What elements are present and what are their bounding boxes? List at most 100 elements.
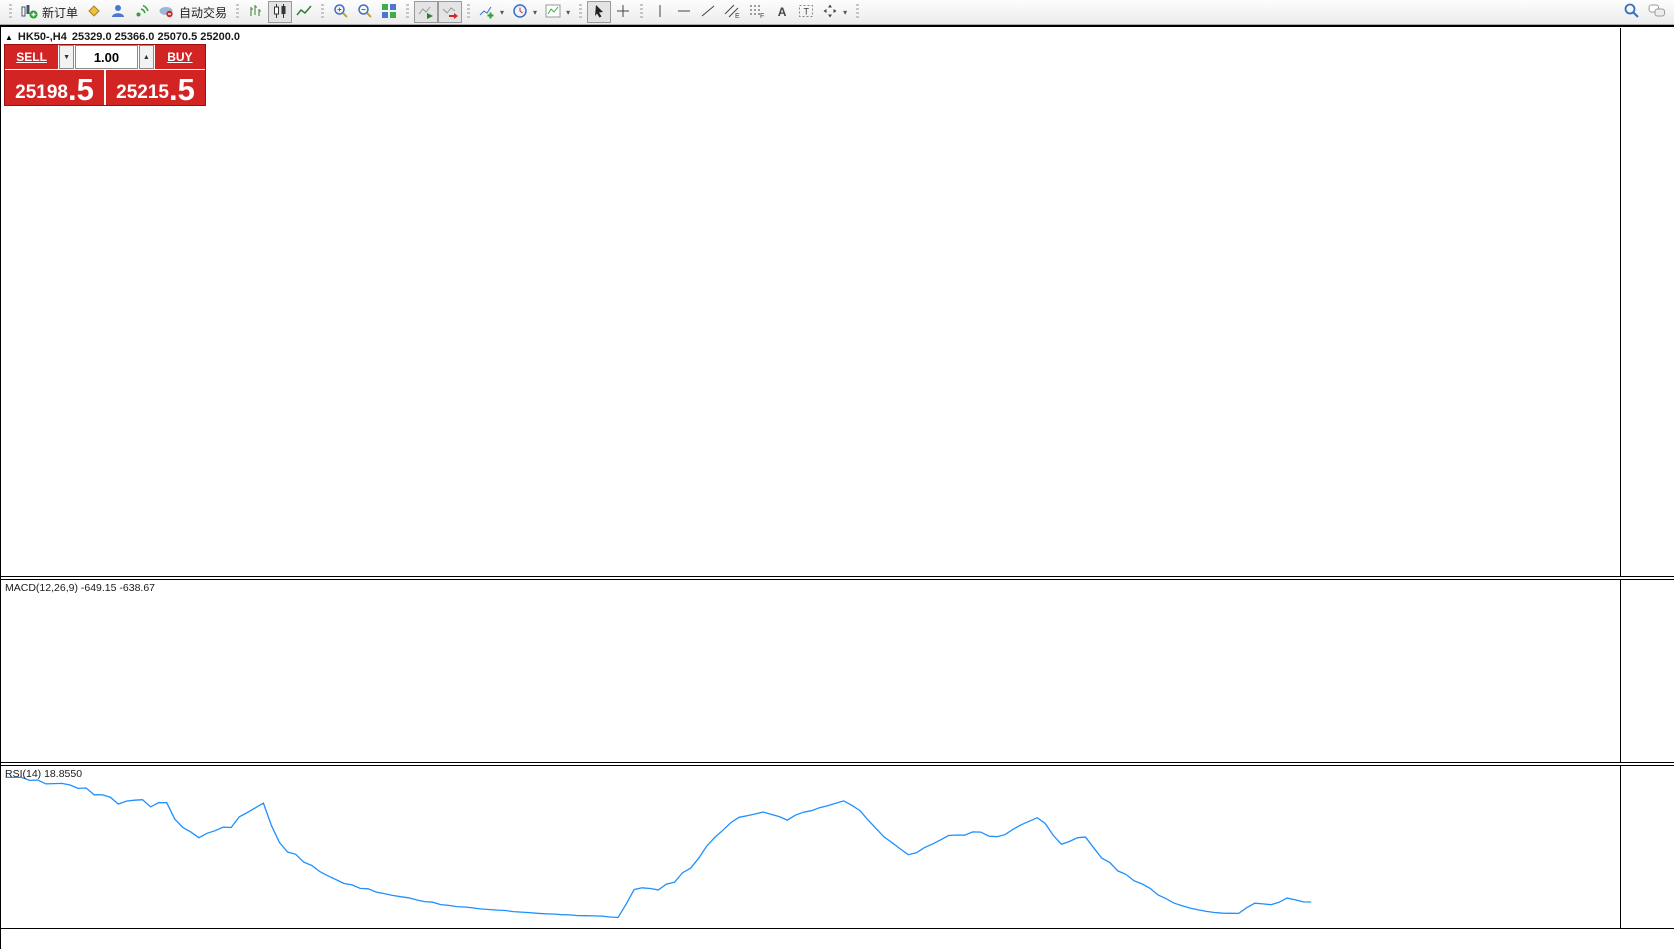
cursor-button[interactable] [587, 1, 612, 23]
tile-windows-button[interactable] [377, 1, 401, 23]
sell-price-frac: .5 [67, 71, 94, 107]
one-click-trading-panel: SELL ▼ ▲ BUY 25198 .5 25215 .5 [4, 44, 206, 106]
horizontal-line-icon [676, 3, 692, 22]
toolbar: 新订单 自动交易 ▾ ▾ ▾ E F A T ▾ [0, 0, 1674, 25]
arrows-icon [822, 3, 838, 22]
horizontal-line-button[interactable] [672, 1, 696, 23]
buy-price-frac: .5 [168, 71, 195, 107]
search-icon [1623, 2, 1640, 22]
channel-icon: E [724, 3, 741, 22]
toolbar-drag-handle [579, 4, 583, 20]
trendline-icon [700, 3, 716, 22]
line-chart-icon [296, 3, 312, 22]
arrows-button[interactable]: ▾ [818, 1, 851, 23]
profile-icon [110, 3, 126, 22]
macd-indicator-pane[interactable]: MACD(12,26,9) -649.15 -638.67 [1, 580, 1621, 762]
scroll-to-end-icon [418, 3, 434, 22]
rsi-indicator-pane[interactable]: RSI(14) 18.8550 [1, 766, 1621, 928]
buy-button[interactable]: BUY [154, 45, 205, 69]
buy-price-int: 25215 [116, 82, 169, 103]
new-order-label: 新订单 [42, 5, 79, 20]
zoom-out-icon [357, 3, 373, 22]
autotrading-button[interactable]: 自动交易 [154, 1, 231, 23]
vertical-line-button[interactable] [648, 1, 672, 23]
fibonacci-icon: F [749, 3, 766, 22]
toolbar-drag-handle [856, 4, 860, 20]
toolbar-drag-handle [640, 4, 644, 20]
toolbar-drag-handle [467, 4, 471, 20]
svg-text:E: E [735, 13, 740, 19]
auto-scroll-button[interactable] [438, 1, 463, 23]
collapse-panel-icon[interactable]: ▲ [5, 32, 13, 42]
chevron-down-icon: ▾ [566, 7, 571, 17]
cursor-icon [591, 3, 607, 22]
chat-icon [1648, 3, 1666, 22]
fibonacci-button[interactable]: F [745, 1, 770, 23]
toolbar-drag-handle [9, 4, 12, 20]
volume-increase-button[interactable]: ▲ [138, 45, 154, 69]
toolbar-drag-handle [406, 4, 410, 20]
toolbar-drag-handle [321, 4, 325, 20]
auto-scroll-icon [442, 3, 459, 22]
indicators-button[interactable]: ▾ [475, 1, 508, 23]
chevron-down-icon: ▾ [533, 7, 538, 17]
bar-chart-button[interactable] [244, 1, 268, 23]
trade-panel-top-row: SELL ▼ ▲ BUY [5, 45, 205, 69]
chat-button[interactable] [1644, 1, 1670, 23]
sell-price[interactable]: 25198 .5 [5, 70, 104, 105]
gold-diamond-icon [86, 3, 102, 22]
tile-windows-icon [381, 3, 397, 22]
svg-text:T: T [804, 6, 810, 16]
macd-chart [1, 580, 1621, 762]
chart-symbol-timeframe: HK50-,H4 [17, 31, 67, 43]
signal-icon [134, 3, 150, 22]
channel-button[interactable]: E [720, 1, 745, 23]
rsi-header: RSI(14) 18.8550 [5, 768, 83, 780]
trendline-button[interactable] [696, 1, 720, 23]
zoom-in-button[interactable] [329, 1, 353, 23]
sell-price-int: 25198 [15, 82, 68, 103]
chevron-down-icon: ▾ [500, 7, 505, 17]
template-icon [545, 3, 561, 22]
volume-decrease-button[interactable]: ▼ [59, 45, 74, 69]
signals-button[interactable] [130, 1, 154, 23]
rsi-chart [5, 776, 1312, 919]
svg-text:F: F [760, 13, 764, 19]
toolbar-drag-handle [236, 4, 240, 20]
templates-button[interactable]: ▾ [541, 1, 574, 23]
candlestick-icon [272, 3, 288, 22]
pane-separator[interactable] [1, 576, 1674, 580]
price-chart-pane[interactable]: ▲ HK50-,H4 25329.0 25366.0 25070.5 25200… [1, 28, 1621, 576]
zoom-in-icon [333, 3, 349, 22]
periods-button[interactable]: ▾ [508, 1, 541, 23]
crosshair-button[interactable] [611, 1, 635, 23]
candlestick-chart-button[interactable] [268, 1, 293, 23]
chart-window: ▲ HK50-,H4 25329.0 25366.0 25070.5 25200… [0, 25, 1674, 949]
text-label-button[interactable]: T [794, 1, 818, 23]
zoom-out-button[interactable] [353, 1, 377, 23]
clock-icon [512, 3, 528, 22]
sell-button[interactable]: SELL [5, 45, 59, 69]
trade-panel-price-row: 25198 .5 25215 .5 [5, 69, 205, 105]
indicators-icon [479, 3, 495, 22]
bar-chart-icon [248, 3, 264, 22]
volume-input[interactable] [74, 45, 138, 69]
text-button[interactable]: A [770, 1, 794, 23]
new-order-button[interactable]: 新订单 [17, 1, 82, 23]
chart-title: ▲ HK50-,H4 25329.0 25366.0 25070.5 25200… [5, 31, 240, 43]
scroll-to-end-button[interactable] [414, 1, 439, 23]
macd-header: MACD(12,26,9) -649.15 -638.67 [5, 582, 155, 594]
buy-price[interactable]: 25215 .5 [106, 70, 205, 105]
quick-tool-button[interactable] [82, 1, 106, 23]
new-order-icon [21, 3, 38, 22]
chart-ohlc-values: 25329.0 25366.0 25070.5 25200.0 [71, 31, 241, 43]
autotrading-icon [158, 3, 175, 22]
line-chart-button[interactable] [292, 1, 316, 23]
search-button[interactable] [1619, 1, 1644, 23]
price-axis [1622, 27, 1674, 928]
pane-separator[interactable] [1, 762, 1674, 766]
time-axis[interactable] [1, 928, 1674, 949]
profile-button[interactable] [106, 1, 130, 23]
vertical-line-icon [652, 3, 668, 22]
